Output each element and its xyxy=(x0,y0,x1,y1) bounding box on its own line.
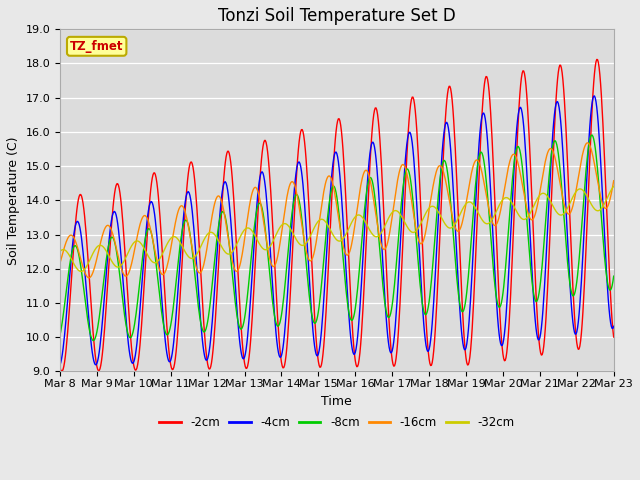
-32cm xyxy=(202,233,210,239)
-2cm xyxy=(560,87,568,93)
-8cm xyxy=(610,273,618,279)
-32cm xyxy=(610,183,618,189)
-8cm xyxy=(438,166,445,172)
-16cm xyxy=(610,178,618,183)
-16cm xyxy=(438,164,445,170)
-2cm xyxy=(329,171,337,177)
-2cm xyxy=(610,334,618,340)
-4cm xyxy=(382,313,390,319)
-8cm xyxy=(89,337,97,343)
-2cm xyxy=(438,195,445,201)
-16cm xyxy=(383,242,390,248)
-8cm xyxy=(329,183,337,189)
-8cm xyxy=(202,326,210,332)
-8cm xyxy=(588,132,596,138)
-32cm xyxy=(438,215,445,220)
Line: -8cm: -8cm xyxy=(60,135,614,340)
-2cm xyxy=(58,369,65,374)
Line: -4cm: -4cm xyxy=(60,96,614,365)
-32cm xyxy=(329,232,337,238)
-2cm xyxy=(593,57,600,62)
-16cm xyxy=(329,182,337,188)
-16cm xyxy=(85,275,93,281)
-2cm xyxy=(56,364,64,370)
-16cm xyxy=(560,200,568,205)
Line: -2cm: -2cm xyxy=(60,60,614,372)
-4cm xyxy=(328,168,336,173)
-32cm xyxy=(560,211,568,216)
-8cm xyxy=(383,311,390,317)
-16cm xyxy=(56,260,64,266)
Y-axis label: Soil Temperature (C): Soil Temperature (C) xyxy=(7,136,20,264)
-4cm xyxy=(610,324,618,329)
-4cm xyxy=(559,150,567,156)
-4cm xyxy=(202,356,209,361)
-4cm xyxy=(591,93,598,99)
Title: Tonzi Soil Temperature Set D: Tonzi Soil Temperature Set D xyxy=(218,7,456,25)
-4cm xyxy=(56,362,64,368)
-16cm xyxy=(202,251,210,256)
-2cm xyxy=(202,349,210,355)
-2cm xyxy=(179,256,186,262)
-16cm xyxy=(179,203,186,209)
-16cm xyxy=(584,140,591,146)
-4cm xyxy=(437,172,445,178)
X-axis label: Time: Time xyxy=(321,395,352,408)
-32cm xyxy=(77,268,84,274)
-32cm xyxy=(56,249,64,254)
Line: -16cm: -16cm xyxy=(60,143,614,278)
Legend: -2cm, -4cm, -8cm, -16cm, -32cm: -2cm, -4cm, -8cm, -16cm, -32cm xyxy=(155,411,519,434)
-8cm xyxy=(560,211,568,216)
Line: -32cm: -32cm xyxy=(60,186,614,271)
-2cm xyxy=(383,276,390,282)
-32cm xyxy=(383,219,390,225)
-4cm xyxy=(178,238,186,243)
Text: TZ_fmet: TZ_fmet xyxy=(70,40,124,53)
-8cm xyxy=(179,228,186,233)
-32cm xyxy=(179,243,186,249)
-8cm xyxy=(56,332,64,338)
